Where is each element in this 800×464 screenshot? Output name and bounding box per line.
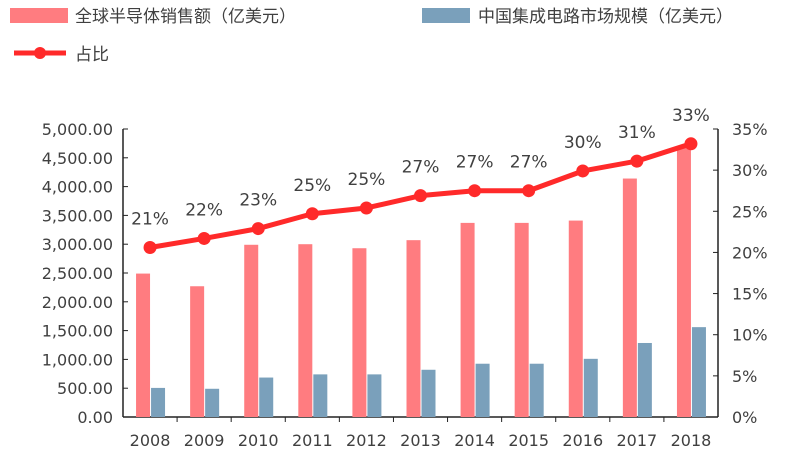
x-tick-label: 2017: [617, 431, 658, 450]
bar-china-ic-2009: [205, 388, 220, 417]
bar-china-ic-2017: [637, 342, 652, 417]
x-tick-label: 2009: [184, 431, 225, 450]
left-tick-label: 1,500.00: [42, 322, 113, 341]
bar-global-sales-2013: [406, 240, 421, 417]
bar-china-ic-2013: [421, 369, 436, 417]
bar-global-sales-2015: [514, 222, 529, 417]
bar-global-sales-2010: [244, 244, 259, 417]
right-tick-label: 25%: [732, 202, 768, 221]
right-tick-label: 5%: [732, 367, 757, 386]
ratio-point-2010: [251, 222, 265, 236]
ratio-point-2012: [359, 201, 373, 215]
left-tick-label: 0.00: [77, 408, 113, 427]
right-tick-label: 30%: [732, 161, 768, 180]
left-tick-label: 3,000.00: [42, 235, 113, 254]
bar-china-ic-2012: [367, 374, 382, 417]
bar-china-ic-2018: [691, 327, 706, 417]
right-tick-label: 10%: [732, 326, 768, 345]
bar-global-sales-2012: [352, 248, 367, 417]
ratio-data-label: 25%: [348, 170, 386, 190]
legend-swatch-global-sales: [10, 8, 68, 23]
left-tick-label: 4,500.00: [42, 149, 113, 168]
legend-label-ratio: 占比: [75, 45, 109, 65]
ratio-point-2015: [522, 184, 536, 198]
ratio-point-2018: [684, 137, 698, 151]
x-tick-label: 2011: [292, 431, 333, 450]
legend-label-china-ic: 中国集成电路市场规模（亿美元）: [478, 7, 733, 27]
bar-global-sales-2011: [298, 244, 313, 417]
left-tick-label: 3,500.00: [42, 206, 113, 225]
bar-china-ic-2014: [475, 363, 490, 417]
x-tick-label: 2018: [671, 431, 712, 450]
bar-global-sales-2008: [136, 273, 151, 417]
left-tick-label: 500.00: [57, 379, 113, 398]
bar-china-ic-2010: [259, 377, 274, 417]
ratio-data-label: 23%: [239, 191, 277, 211]
ratio-data-label: 27%: [510, 153, 548, 173]
right-tick-label: 35%: [732, 120, 768, 139]
legend-marker-ratio: [34, 47, 46, 59]
ratio-point-2014: [468, 184, 482, 198]
ratio-data-label: 25%: [293, 176, 331, 196]
ratio-point-2013: [414, 189, 427, 203]
ratio-point-2008: [143, 240, 157, 254]
bar-china-ic-2016: [583, 358, 598, 417]
x-tick-label: 2012: [346, 431, 387, 450]
bar-china-ic-2008: [151, 387, 166, 417]
right-tick-label: 20%: [732, 243, 768, 262]
ratio-data-label: 22%: [185, 200, 223, 220]
x-tick-label: 2013: [400, 431, 441, 450]
bar-china-ic-2015: [529, 363, 544, 417]
bar-china-ic-2011: [313, 374, 328, 417]
ratio-point-2011: [305, 207, 319, 221]
bar-global-sales-2018: [676, 146, 691, 417]
ratio-data-label: 27%: [402, 158, 440, 178]
left-tick-label: 2,500.00: [42, 264, 113, 283]
left-tick-label: 1,000.00: [42, 350, 113, 369]
ratio-data-label: 27%: [456, 153, 494, 173]
legend-label-global-sales: 全球半导体销售额（亿美元）: [75, 7, 296, 27]
bar-global-sales-2009: [190, 286, 205, 417]
x-tick-label: 2016: [562, 431, 603, 450]
left-tick-label: 5,000.00: [42, 120, 113, 139]
x-tick-label: 2010: [238, 431, 279, 450]
x-tick-label: 2014: [454, 431, 495, 450]
ratio-point-2009: [197, 231, 211, 245]
left-tick-label: 4,000.00: [42, 178, 113, 197]
ratio-data-label: 30%: [564, 133, 602, 153]
ratio-point-2017: [630, 154, 644, 168]
right-tick-label: 0%: [732, 408, 757, 427]
ratio-data-label: 21%: [131, 209, 169, 229]
left-tick-label: 2,000.00: [42, 293, 113, 312]
ratio-point-2016: [576, 164, 590, 178]
bar-global-sales-2014: [460, 222, 475, 417]
right-tick-label: 15%: [732, 285, 768, 304]
legend-swatch-china-ic: [422, 8, 470, 23]
bar-global-sales-2016: [568, 220, 583, 417]
ratio-data-label: 31%: [618, 123, 656, 143]
x-tick-label: 2008: [130, 431, 171, 450]
ratio-data-label: 33%: [672, 106, 710, 126]
x-tick-label: 2015: [508, 431, 549, 450]
bar-global-sales-2017: [622, 178, 637, 417]
